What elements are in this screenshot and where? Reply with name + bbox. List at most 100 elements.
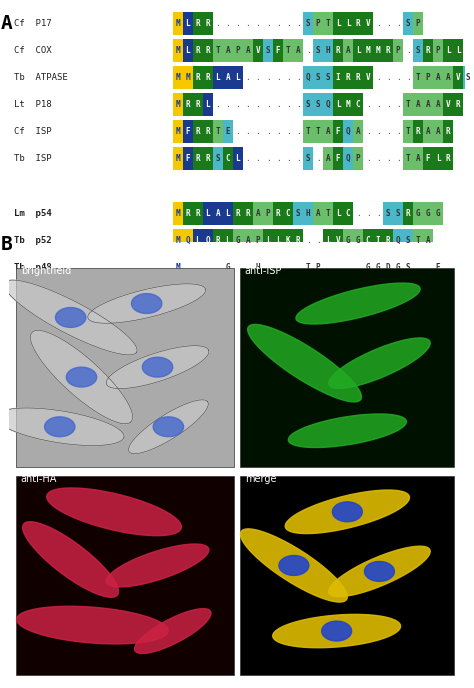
FancyBboxPatch shape — [273, 39, 283, 62]
Text: .: . — [246, 100, 250, 109]
Text: .: . — [276, 19, 280, 28]
Text: F: F — [276, 46, 280, 55]
Text: .: . — [236, 127, 240, 136]
FancyBboxPatch shape — [413, 66, 423, 89]
Text: Tb  ISP: Tb ISP — [14, 154, 52, 163]
FancyBboxPatch shape — [223, 66, 233, 89]
Text: L: L — [216, 73, 220, 82]
FancyBboxPatch shape — [373, 229, 383, 252]
FancyBboxPatch shape — [173, 12, 182, 34]
FancyBboxPatch shape — [203, 12, 213, 34]
Polygon shape — [131, 294, 162, 314]
Text: P: P — [316, 19, 320, 28]
Text: V: V — [356, 263, 360, 272]
Text: F: F — [426, 154, 430, 163]
Text: L: L — [446, 46, 450, 55]
FancyBboxPatch shape — [423, 39, 433, 62]
FancyBboxPatch shape — [283, 202, 293, 225]
FancyBboxPatch shape — [343, 12, 353, 34]
Text: P: P — [396, 46, 401, 55]
FancyBboxPatch shape — [373, 39, 383, 62]
Polygon shape — [153, 417, 183, 437]
FancyBboxPatch shape — [413, 147, 423, 170]
FancyBboxPatch shape — [213, 257, 223, 279]
Polygon shape — [106, 544, 209, 587]
Text: R: R — [246, 263, 250, 272]
Text: L: L — [326, 236, 330, 245]
FancyBboxPatch shape — [233, 229, 243, 252]
Text: L: L — [276, 236, 280, 245]
Text: A: A — [446, 73, 450, 82]
Text: I: I — [336, 73, 340, 82]
Text: .: . — [276, 73, 280, 82]
Text: S: S — [306, 19, 310, 28]
FancyBboxPatch shape — [293, 39, 303, 62]
FancyBboxPatch shape — [243, 202, 253, 225]
Text: P: P — [436, 46, 440, 55]
Text: F: F — [346, 263, 350, 272]
Text: P: P — [236, 46, 240, 55]
Text: I: I — [376, 236, 380, 245]
FancyBboxPatch shape — [313, 66, 323, 89]
Text: Tb  p52: Tb p52 — [14, 236, 52, 245]
Text: L: L — [185, 19, 190, 28]
Text: C: C — [286, 209, 290, 218]
Text: G: G — [236, 236, 240, 245]
Text: .: . — [255, 154, 260, 163]
Text: .: . — [406, 73, 410, 82]
FancyBboxPatch shape — [433, 202, 443, 225]
FancyBboxPatch shape — [203, 229, 213, 252]
FancyBboxPatch shape — [323, 257, 333, 279]
Text: L: L — [336, 100, 340, 109]
Text: T: T — [406, 127, 410, 136]
FancyBboxPatch shape — [383, 202, 393, 225]
Text: L: L — [356, 46, 360, 55]
Text: .: . — [255, 73, 260, 82]
FancyBboxPatch shape — [203, 39, 213, 62]
Text: R: R — [276, 209, 280, 218]
FancyBboxPatch shape — [353, 39, 363, 62]
Text: .: . — [296, 73, 301, 82]
FancyBboxPatch shape — [373, 257, 383, 279]
Text: .: . — [246, 19, 250, 28]
FancyBboxPatch shape — [333, 147, 343, 170]
Text: Lt  P18: Lt P18 — [14, 100, 52, 109]
Text: L: L — [216, 263, 220, 272]
FancyBboxPatch shape — [363, 229, 373, 252]
FancyBboxPatch shape — [333, 257, 343, 279]
Polygon shape — [279, 555, 309, 575]
FancyBboxPatch shape — [363, 66, 373, 89]
Polygon shape — [23, 522, 118, 597]
Text: R: R — [426, 46, 430, 55]
Text: H: H — [326, 46, 330, 55]
Text: G: G — [346, 236, 350, 245]
Text: V: V — [255, 46, 260, 55]
FancyBboxPatch shape — [433, 66, 443, 89]
Text: T: T — [406, 100, 410, 109]
Text: .: . — [306, 46, 310, 55]
FancyBboxPatch shape — [203, 93, 213, 116]
Text: .: . — [396, 73, 401, 82]
Text: R: R — [386, 236, 391, 245]
Text: M: M — [376, 46, 380, 55]
Text: .: . — [366, 100, 370, 109]
Text: L: L — [206, 209, 210, 218]
FancyBboxPatch shape — [323, 120, 333, 142]
Text: M: M — [175, 46, 180, 55]
FancyBboxPatch shape — [313, 39, 323, 62]
Text: A: A — [426, 100, 430, 109]
Text: G: G — [366, 263, 370, 272]
Text: Q: Q — [326, 100, 330, 109]
FancyBboxPatch shape — [283, 257, 293, 279]
FancyBboxPatch shape — [193, 12, 203, 34]
Text: R: R — [206, 19, 210, 28]
Text: .: . — [356, 209, 360, 218]
Text: R: R — [286, 263, 290, 272]
Text: brightfield: brightfield — [21, 266, 71, 276]
Text: .: . — [396, 127, 401, 136]
Text: .: . — [286, 127, 290, 136]
FancyBboxPatch shape — [403, 202, 413, 225]
Text: Q: Q — [306, 73, 310, 82]
Text: G: G — [436, 209, 440, 218]
FancyBboxPatch shape — [323, 39, 333, 62]
